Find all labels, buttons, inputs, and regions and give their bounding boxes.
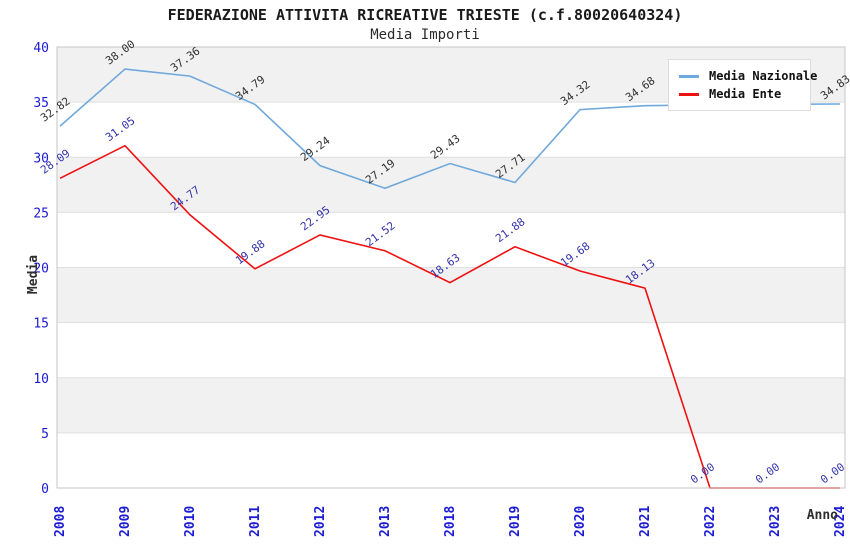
plot-band: [57, 267, 845, 323]
legend-box: Media Nazionale Media Ente: [668, 59, 817, 111]
x-tick-label: 2012: [313, 506, 328, 537]
legend-item-media-ente: Media Ente: [679, 86, 802, 102]
plot-band: [57, 377, 845, 433]
y-tick-label: 40: [33, 41, 49, 56]
data-label: 0.00: [818, 460, 847, 486]
legend-label: Media Ente: [709, 87, 782, 101]
y-tick-label: 0: [41, 482, 49, 497]
plot-band: [57, 157, 845, 213]
y-tick-label: 25: [33, 206, 49, 221]
x-tick-label: 2024: [833, 506, 848, 537]
y-tick-label: 30: [33, 151, 49, 166]
x-tick-label: 2018: [443, 506, 458, 537]
x-tick-label: 2013: [378, 506, 393, 537]
legend-line-swatch-blue: [679, 74, 699, 78]
y-tick-label: 10: [33, 372, 49, 387]
x-tick-label: 2008: [53, 506, 68, 537]
data-label: 21.88: [493, 215, 527, 245]
legend-item-media-nazionale: Media Nazionale: [679, 68, 817, 84]
data-label: 0.00: [688, 460, 717, 486]
y-tick-label: 35: [33, 96, 49, 111]
x-axis-title: Anno: [806, 508, 838, 523]
x-tick-label: 2010: [183, 506, 198, 537]
y-axis-title: Media: [26, 254, 42, 295]
x-tick-label: 2020: [573, 506, 588, 537]
y-tick-label: 15: [33, 317, 49, 332]
data-label: 19.88: [233, 237, 267, 267]
legend-label: Media Nazionale: [709, 69, 818, 83]
x-tick-label: 2023: [768, 506, 783, 537]
x-tick-label: 2011: [248, 506, 263, 537]
data-label: 21.52: [363, 219, 397, 249]
data-label: 19.68: [558, 239, 592, 269]
x-tick-label: 2009: [118, 506, 133, 537]
x-tick-label: 2022: [703, 506, 718, 537]
data-label: 31.05: [103, 114, 137, 144]
legend-line-swatch-red: [679, 92, 699, 96]
data-label: 0.00: [753, 460, 782, 486]
y-tick-label: 20: [33, 262, 49, 277]
y-tick-label: 5: [41, 427, 49, 442]
x-tick-label: 2019: [508, 506, 523, 537]
chart-title: FEDERAZIONE ATTIVITA RICREATIVE TRIESTE …: [167, 6, 683, 24]
plot-border: [56, 46, 846, 489]
x-tick-label: 2021: [638, 506, 653, 537]
chart-subtitle: Media Importi: [370, 27, 480, 43]
